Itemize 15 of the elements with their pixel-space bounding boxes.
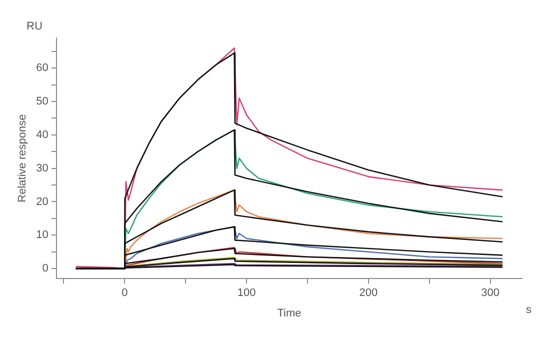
y-tick-label: 30 (36, 162, 48, 174)
y-tick-label: 10 (36, 229, 48, 242)
x-axis-title: Time (277, 307, 302, 320)
x-tick-label: 300 (481, 287, 500, 300)
y-tick-label: 40 (36, 128, 48, 141)
x-tick-label: 0 (122, 287, 128, 300)
y-tick-label: 60 (36, 62, 48, 74)
y-tick-label: 0 (42, 262, 48, 275)
x-tick-label: 200 (359, 287, 378, 300)
y-tick-label: 50 (36, 96, 48, 108)
text: s (526, 304, 532, 316)
text: RU (26, 20, 42, 33)
y-axis-title: Relative response (16, 114, 29, 202)
x-tick-label: 100 (237, 287, 256, 300)
y-tick-label: 20 (36, 196, 48, 208)
